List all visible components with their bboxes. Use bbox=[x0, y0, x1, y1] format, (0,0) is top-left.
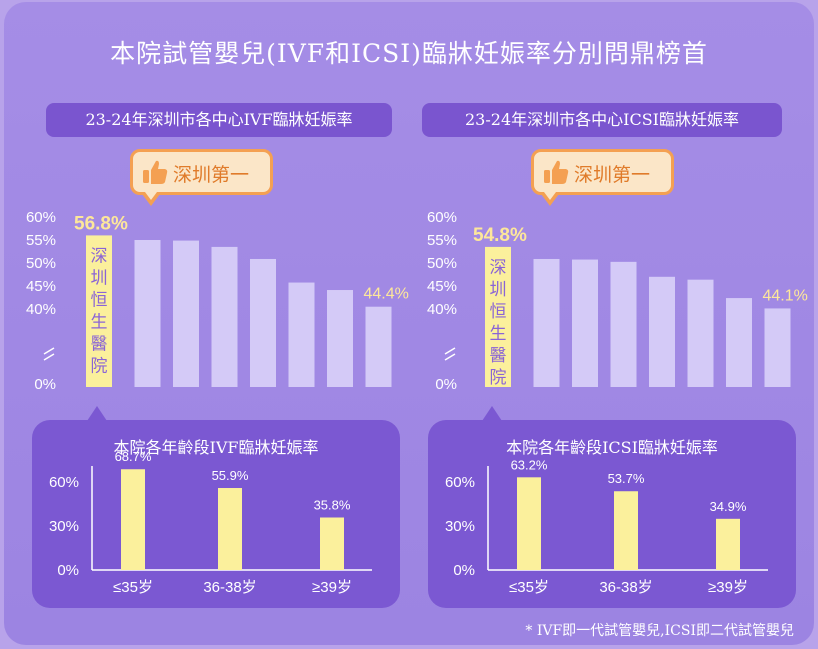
icsi-badge-tail-inner bbox=[544, 192, 556, 200]
footnote: * IVF即一代試管嬰兒,ICSI即二代試管嬰兒 bbox=[525, 623, 794, 639]
ivf-bar-highlight bbox=[86, 235, 112, 387]
icsi-rank-badge: 深圳第一 bbox=[531, 149, 674, 195]
icsi-rank-badge-text: 深圳第一 bbox=[574, 164, 651, 186]
icsi-vertical-label-char: 深 bbox=[490, 258, 507, 278]
icsi-y-tick: 0% bbox=[435, 376, 457, 393]
icsi-vertical-label-char: 圳 bbox=[490, 280, 507, 300]
ivf-age-category-label: ≥39岁 bbox=[312, 579, 352, 596]
icsi-bar bbox=[572, 259, 598, 387]
icsi-vertical-label-char: 恒 bbox=[490, 302, 507, 322]
ivf-vertical-label-char: 生 bbox=[91, 312, 108, 332]
ivf-y-tick: 55% bbox=[26, 232, 56, 249]
ivf-bar bbox=[250, 258, 276, 387]
infographic-card: 本院試管嬰兒(IVF和ICSI)臨牀妊娠率分別問鼎榜首 23-24年深圳市各中心… bbox=[4, 2, 814, 645]
ivf-bar bbox=[211, 246, 238, 387]
icsi-age-panel-title: 本院各年齡段ICSI臨牀妊娠率 bbox=[506, 438, 718, 457]
ivf-vertical-label-char: 恒 bbox=[91, 290, 108, 310]
icsi-age-data-label: 63.2% bbox=[511, 457, 548, 472]
ivf-vertical-label-char: 深 bbox=[91, 246, 108, 266]
icsi-age-data-label: 34.9% bbox=[710, 499, 747, 514]
ivf-vertical-label-char: 院 bbox=[91, 356, 108, 376]
icsi-highlight-label: 54.8% bbox=[473, 225, 527, 246]
ivf-bar bbox=[288, 282, 315, 387]
icsi-vertical-label-char: 醫 bbox=[490, 346, 507, 366]
ivf-age-bar bbox=[121, 469, 145, 570]
icsi-age-bar bbox=[716, 518, 740, 570]
icsi-age-category-label: 36-38岁 bbox=[599, 579, 652, 596]
ivf-age-category-label: ≤35岁 bbox=[113, 579, 153, 596]
icsi-age-chart: 60% 30% 0% 63.2% ≤35岁 53.7% 36-38岁 34.9% ≥39岁 bbox=[445, 457, 768, 596]
icsi-age-y-tick: 60% bbox=[445, 474, 475, 491]
ivf-y-tick: 0% bbox=[34, 376, 56, 393]
ivf-age-category-label: 36-38岁 bbox=[203, 579, 256, 596]
icsi-y-tick: 40% bbox=[427, 301, 457, 318]
icsi-y-tick: 55% bbox=[427, 232, 457, 249]
icsi-y-tick: 50% bbox=[427, 255, 457, 272]
icsi-axis-break-icon bbox=[444, 347, 456, 361]
ivf-chart-title: 23-24年深圳市各中心IVF臨牀妊娠率 bbox=[46, 103, 392, 137]
icsi-bar bbox=[687, 279, 714, 387]
main-title: 本院試管嬰兒(IVF和ICSI)臨牀妊娠率分別問鼎榜首 bbox=[110, 39, 708, 68]
ivf-y-tick: 45% bbox=[26, 278, 56, 295]
icsi-y-tick: 45% bbox=[427, 278, 457, 295]
icsi-age-category-label: ≥39岁 bbox=[708, 579, 748, 596]
icsi-bar bbox=[764, 308, 791, 387]
ivf-y-tick: 50% bbox=[26, 255, 56, 272]
ivf-age-bar bbox=[218, 488, 242, 570]
ivf-bar bbox=[327, 290, 353, 387]
ivf-age-y-tick: 0% bbox=[57, 562, 79, 579]
ivf-bar bbox=[173, 240, 199, 387]
icsi-bar bbox=[726, 298, 752, 387]
icsi-y-tick: 60% bbox=[427, 209, 457, 226]
icsi-bar bbox=[649, 276, 675, 387]
icsi-panel-pointer bbox=[482, 406, 502, 421]
icsi-age-bar bbox=[517, 477, 541, 570]
ivf-rank-badge: 深圳第一 bbox=[130, 149, 273, 195]
ivf-age-chart: 60% 30% 0% 68.7% ≤35岁 55.9% 36-38岁 35.8% ≥39岁 bbox=[49, 449, 372, 596]
ivf-vertical-label-char: 醫 bbox=[91, 334, 108, 354]
ivf-age-data-label: 68.7% bbox=[115, 449, 152, 464]
ivf-bar bbox=[365, 306, 392, 387]
thumbs-up-icon bbox=[143, 160, 168, 184]
icsi-age-data-label: 53.7% bbox=[608, 471, 645, 486]
ivf-highlight-label: 56.8% bbox=[74, 213, 128, 234]
ivf-bar bbox=[134, 240, 161, 387]
ivf-age-y-tick: 60% bbox=[49, 474, 79, 491]
icsi-last-label: 44.1% bbox=[763, 287, 808, 304]
icsi-vertical-label-char: 生 bbox=[490, 324, 507, 344]
icsi-age-bar bbox=[614, 491, 638, 570]
ivf-last-label: 44.4% bbox=[364, 286, 409, 303]
ivf-age-panel-title: 本院各年齡段IVF臨牀妊娠率 bbox=[113, 438, 319, 457]
icsi-vertical-label-char: 院 bbox=[490, 368, 507, 388]
icsi-age-y-tick: 30% bbox=[445, 518, 475, 535]
ivf-age-panel: 本院各年齡段IVF臨牀妊娠率 60% 30% 0% 68.7% ≤35岁 55.9% 36-… bbox=[32, 420, 400, 608]
ivf-badge-tail-inner bbox=[145, 192, 157, 200]
icsi-bar-highlight bbox=[485, 246, 511, 387]
ivf-vertical-label-char: 圳 bbox=[91, 268, 108, 288]
ivf-age-y-tick: 30% bbox=[49, 518, 79, 535]
ivf-y-tick: 60% bbox=[26, 209, 56, 226]
ivf-panel-pointer bbox=[87, 406, 107, 421]
ivf-age-data-label: 55.9% bbox=[212, 468, 249, 483]
ivf-age-bar bbox=[320, 517, 344, 570]
icsi-chart-title: 23-24年深圳市各中心ICSI臨牀妊娠率 bbox=[422, 103, 782, 137]
ivf-age-data-label: 35.8% bbox=[314, 497, 351, 512]
icsi-age-panel: 本院各年齡段ICSI臨牀妊娠率 60% 30% 0% 63.2% ≤35岁 53.7% 36… bbox=[428, 420, 796, 608]
icsi-bar bbox=[533, 258, 560, 387]
icsi-age-category-label: ≤35岁 bbox=[509, 579, 549, 596]
ivf-rank-badge-text: 深圳第一 bbox=[173, 164, 250, 186]
ivf-y-tick: 40% bbox=[26, 301, 56, 318]
thumbs-up-icon bbox=[544, 160, 569, 184]
ivf-axis-break-icon bbox=[43, 347, 55, 361]
icsi-bar bbox=[610, 261, 637, 387]
icsi-age-y-tick: 0% bbox=[453, 562, 475, 579]
